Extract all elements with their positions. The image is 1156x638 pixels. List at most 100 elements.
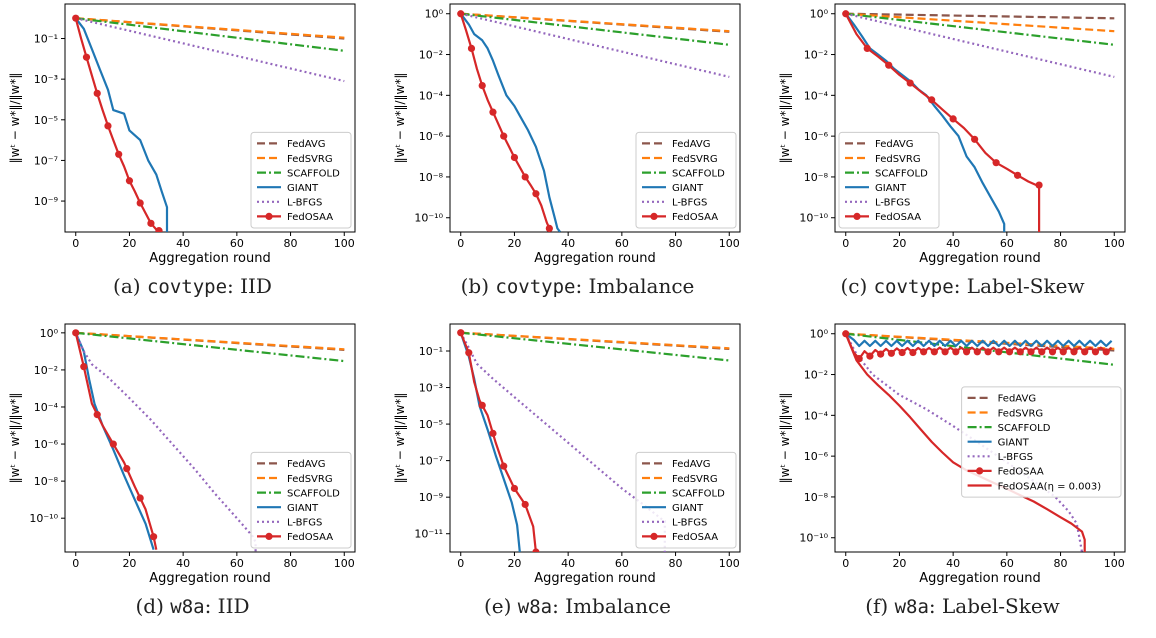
y-tick-label: 10⁻⁷ bbox=[419, 455, 443, 468]
caption-dataset: w8a bbox=[170, 596, 205, 618]
legend-box bbox=[250, 131, 352, 229]
legend-label: FedAVG bbox=[998, 394, 1037, 405]
caption-letter: (f) bbox=[865, 594, 895, 618]
x-tick-label: 60 bbox=[230, 557, 244, 570]
data-point bbox=[80, 363, 88, 371]
series-line-l-bfgs bbox=[845, 12, 1115, 78]
y-tick-label: 10⁻⁶ bbox=[419, 130, 444, 143]
series-line-fedsvrg bbox=[75, 17, 345, 39]
line-chart: 0 20 40 60 80 100 10⁻¹ 10⁻³ 10⁻⁵ 10⁻⁷ 10⁻⁹ Aggregat… bbox=[8, 3, 356, 266]
caption-dataset: w8a bbox=[894, 596, 929, 618]
x-tick-label: 0 bbox=[842, 237, 849, 250]
legend-label: GIANT bbox=[672, 183, 704, 194]
series-line-fedosaa bbox=[74, 332, 158, 550]
legend-box bbox=[961, 386, 1122, 498]
legend-label: FedOSAA bbox=[998, 467, 1044, 478]
legend-label: L-BFGS bbox=[875, 198, 910, 209]
series-line-fedsvrg bbox=[845, 332, 1115, 350]
caption-setting: : IID bbox=[204, 594, 250, 618]
y-tick-label: 10⁻⁹ bbox=[419, 491, 443, 504]
legend-label: FedSVRG bbox=[287, 474, 333, 485]
legend-label: GIANT bbox=[672, 503, 704, 514]
legend-label: SCAFFOLD bbox=[998, 423, 1051, 434]
data-point bbox=[863, 44, 871, 52]
data-point bbox=[478, 82, 486, 90]
plot-frame bbox=[64, 3, 356, 233]
y-tick-label: 10⁻⁸ bbox=[804, 491, 829, 504]
data-point bbox=[1038, 348, 1046, 356]
data-point bbox=[971, 135, 979, 143]
x-tick-label: 0 bbox=[72, 557, 79, 570]
plot-frame bbox=[64, 323, 356, 553]
data-point bbox=[500, 132, 508, 140]
caption-setting: : Imbalance bbox=[575, 274, 695, 298]
data-point bbox=[842, 10, 850, 18]
y-tick-label: 10⁻⁶ bbox=[804, 130, 829, 143]
legend-label: FedOSAA bbox=[875, 212, 921, 223]
data-point bbox=[941, 348, 949, 356]
y-tick-label: 10⁰ bbox=[40, 327, 59, 340]
series-line-fedosaa bbox=[459, 332, 537, 552]
legend-label: FedAVG bbox=[287, 459, 326, 470]
line-chart: 0 20 40 60 80 100 10⁰ 10⁻² 10⁻⁴ 10⁻⁶ 10⁻⁸ 10⁻¹⁰ Aggr… bbox=[778, 323, 1126, 586]
series-line-l-bfgs bbox=[74, 332, 257, 552]
x-axis-label: Aggregation round bbox=[149, 251, 270, 266]
data-point bbox=[920, 348, 928, 356]
data-point bbox=[1059, 348, 1067, 356]
x-tick-label: 60 bbox=[230, 237, 244, 250]
x-tick-label: 60 bbox=[1000, 237, 1014, 250]
y-tick-label: 10⁻⁵ bbox=[419, 418, 443, 431]
legend-label: FedAVG bbox=[672, 139, 711, 150]
legend-label: FedAVG bbox=[672, 459, 711, 470]
x-tick-label: 100 bbox=[1104, 237, 1125, 250]
x-tick-label: 100 bbox=[334, 237, 355, 250]
chart-caption: (e) w8a: Imbalance bbox=[385, 594, 770, 618]
legend: FedAVG FedSVRG SCAFFOLD GIANT L-BFGS FedOSAA bbox=[250, 451, 352, 549]
data-point bbox=[877, 350, 885, 358]
data-point bbox=[147, 219, 155, 227]
x-tick-label: 80 bbox=[284, 557, 298, 570]
data-point bbox=[123, 465, 131, 473]
series-line-fedsvrg bbox=[460, 12, 730, 33]
x-tick-label: 60 bbox=[615, 237, 629, 250]
data-point bbox=[93, 411, 101, 419]
legend-label: FedOSAA(η = 0.003) bbox=[998, 481, 1102, 492]
data-point bbox=[1081, 348, 1089, 356]
legend: FedAVG FedSVRG SCAFFOLD GIANT L-BFGS FedOSAA bbox=[250, 131, 352, 229]
y-tick-label: 10⁻² bbox=[804, 369, 828, 382]
y-tick-label: 10⁻⁸ bbox=[34, 475, 59, 488]
plot-frame bbox=[449, 323, 741, 553]
chart-panel: 0 20 40 60 80 100 10⁻¹ 10⁻³ 10⁻⁵ 10⁻⁷ 10⁻⁹ 10⁻¹¹ Agg… bbox=[385, 320, 770, 638]
caption-dataset: covtype bbox=[873, 276, 954, 298]
x-axis-label: Aggregation round bbox=[534, 251, 655, 266]
y-tick-label: 10⁻¹⁰ bbox=[414, 212, 443, 225]
data-point bbox=[104, 122, 112, 130]
line-chart: 0 20 40 60 80 100 10⁰ 10⁻² 10⁻⁴ 10⁻⁶ 10⁻⁸ 10⁻¹⁰ Aggr… bbox=[393, 3, 741, 266]
legend: FedAVG FedSVRG SCAFFOLD GIANT L-BFGS FedOSAA bbox=[635, 131, 737, 229]
data-point bbox=[125, 177, 134, 185]
data-point bbox=[457, 10, 465, 18]
x-tick-label: 80 bbox=[1054, 557, 1068, 570]
data-point bbox=[489, 429, 497, 437]
series-line-scaffold bbox=[460, 331, 730, 362]
data-point bbox=[1070, 348, 1078, 356]
data-point bbox=[909, 348, 917, 357]
data-point bbox=[995, 348, 1003, 356]
data-point bbox=[973, 348, 981, 356]
x-tick-label: 80 bbox=[284, 237, 298, 250]
data-point bbox=[984, 348, 992, 356]
legend-label: L-BFGS bbox=[672, 198, 707, 209]
legend-box bbox=[635, 451, 737, 549]
line-chart: 0 20 40 60 80 100 10⁻¹ 10⁻³ 10⁻⁵ 10⁻⁷ 10⁻⁹ 10⁻¹¹ Agg… bbox=[393, 323, 741, 586]
legend-box bbox=[250, 451, 352, 549]
legend-marker bbox=[650, 212, 658, 220]
data-point bbox=[532, 548, 540, 552]
y-tick-label: 10⁻⁴ bbox=[804, 89, 829, 102]
y-tick-label: 10⁻¹ bbox=[419, 345, 443, 358]
series-line-giant bbox=[74, 17, 169, 232]
plot-frame bbox=[449, 3, 741, 233]
legend-label: FedOSAA bbox=[287, 212, 333, 223]
y-tick-label: 10⁻¹⁰ bbox=[799, 532, 828, 545]
x-tick-label: 40 bbox=[176, 237, 190, 250]
y-tick-label: 10⁻² bbox=[804, 49, 828, 62]
